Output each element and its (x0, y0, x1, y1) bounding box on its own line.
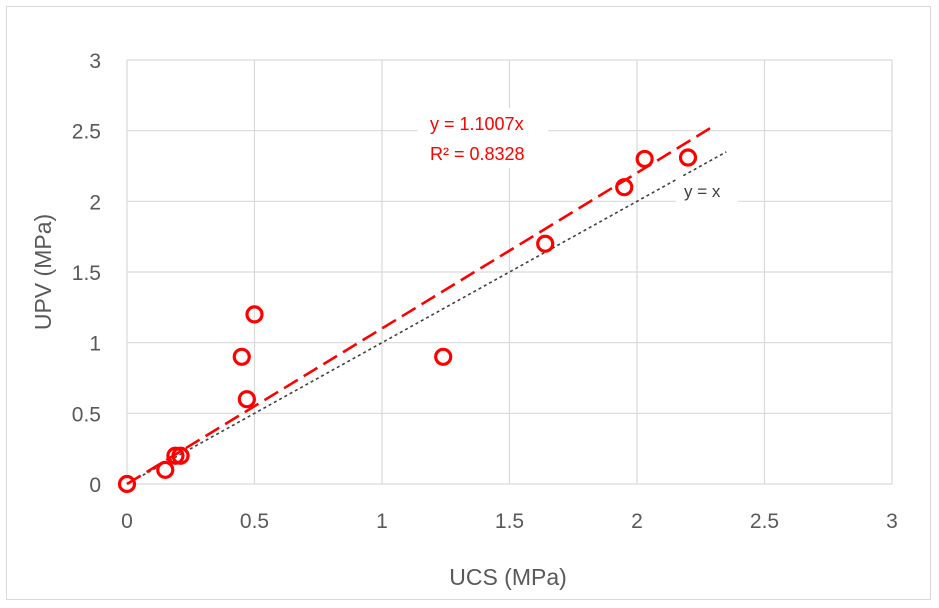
y-tick-label: 1 (89, 333, 101, 356)
chart-frame (6, 6, 931, 600)
data-point (117, 474, 137, 494)
y-axis-title: UPV (MPa) (30, 214, 56, 330)
data-point (232, 347, 251, 366)
x-axis-tick-labels: 0 0.5 1 1.5 2 2.5 3 (121, 510, 898, 533)
trend-r2-label: R² = 0.8328 (430, 144, 525, 164)
data-points (117, 148, 698, 494)
y-tick-label: 0 (89, 474, 101, 497)
ref-label-background (676, 176, 738, 206)
trend-label-background (418, 108, 548, 168)
data-point (237, 390, 256, 409)
data-point (156, 460, 175, 479)
data-point (171, 446, 190, 465)
y-tick-label: 2 (89, 191, 101, 214)
y-axis-tick-labels: 0 0.5 1 1.5 2 2.5 3 (72, 50, 101, 497)
data-point (615, 178, 634, 197)
x-axis-title: UCS (MPa) (449, 564, 567, 590)
data-point (434, 347, 453, 366)
trend-equation-label: y = 1.1007x (430, 114, 524, 134)
y-tick-label: 2.5 (72, 121, 101, 144)
data-point (245, 305, 264, 324)
y-tick-label: 3 (89, 50, 101, 73)
x-tick-label: 2 (631, 510, 643, 533)
x-tick-label: 2.5 (750, 510, 779, 533)
data-point (678, 148, 698, 167)
data-point (635, 149, 654, 169)
y-tick-label: 1.5 (72, 262, 101, 285)
x-tick-label: 1.5 (495, 510, 524, 533)
x-tick-label: 0 (121, 510, 133, 533)
x-tick-label: 1 (376, 510, 388, 533)
y-tick-label: 0.5 (72, 403, 101, 426)
x-tick-label: 0.5 (240, 510, 269, 533)
reference-line-label: y = x (684, 182, 721, 201)
data-point (536, 234, 555, 253)
x-tick-label: 3 (886, 510, 898, 533)
reference-line-y-equals-x (126, 151, 727, 485)
